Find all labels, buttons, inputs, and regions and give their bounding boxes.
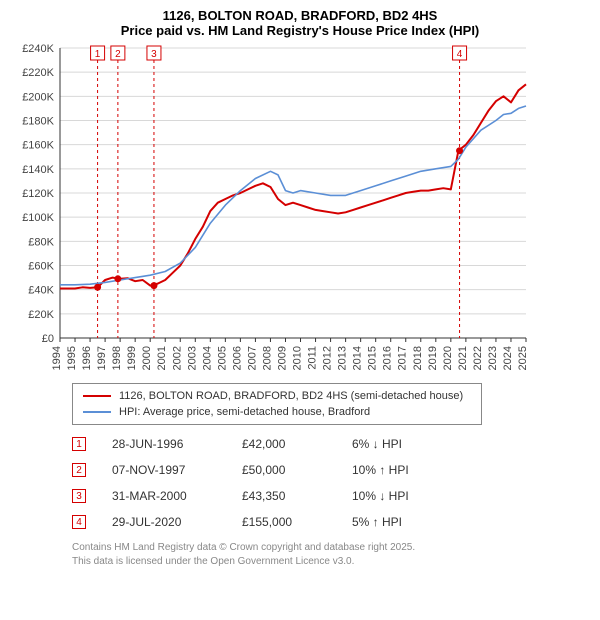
svg-text:4: 4 (457, 49, 463, 60)
svg-text:2017: 2017 (397, 346, 409, 370)
svg-text:2021: 2021 (457, 346, 469, 370)
svg-text:2024: 2024 (502, 346, 514, 370)
svg-text:2022: 2022 (472, 346, 484, 370)
svg-text:£140K: £140K (22, 164, 54, 176)
chart-plot: £0 £20K £40K £60K £80K £100K £120K £140K £160K £1… (12, 42, 588, 377)
legend-swatch (83, 395, 111, 398)
event-pct: 6% ↓ HPI (352, 437, 472, 451)
svg-text:2005: 2005 (216, 346, 228, 370)
title-address: 1126, BOLTON ROAD, BRADFORD, BD2 4HS (12, 8, 588, 23)
chart-svg: £0 £20K £40K £60K £80K £100K £120K £140K £160K £1… (12, 42, 532, 372)
svg-text:2002: 2002 (171, 346, 183, 370)
svg-text:2009: 2009 (276, 346, 288, 370)
footer-line: This data is licensed under the Open Gov… (72, 555, 588, 569)
svg-text:2: 2 (115, 49, 121, 60)
svg-text:£80K: £80K (28, 236, 54, 248)
svg-text:1994: 1994 (51, 346, 63, 370)
event-row: 2 07-NOV-1997£50,00010% ↑ HPI (72, 457, 532, 483)
legend-label: HPI: Average price, semi-detached house,… (119, 406, 370, 418)
svg-text:3: 3 (151, 49, 157, 60)
svg-text:2025: 2025 (517, 346, 529, 370)
events-table: 128-JUN-1996£42,0006% ↓ HPI207-NOV-1997£… (72, 431, 532, 535)
svg-text:2020: 2020 (442, 346, 454, 370)
svg-text:£0: £0 (42, 333, 54, 345)
event-row: 4 29-JUL-2020£155,0005% ↑ HPI (72, 509, 532, 535)
svg-text:1999: 1999 (126, 346, 138, 370)
event-pct: 10% ↑ HPI (352, 463, 472, 477)
event-row: 1 28-JUN-1996£42,0006% ↓ HPI (72, 431, 532, 457)
svg-text:2001: 2001 (156, 346, 168, 370)
svg-text:2004: 2004 (201, 346, 213, 370)
svg-text:£200K: £200K (22, 91, 54, 103)
svg-text:£180K: £180K (22, 116, 54, 128)
chart-title: 1126, BOLTON ROAD, BRADFORD, BD2 4HS Pri… (12, 8, 588, 38)
event-price: £155,000 (242, 515, 352, 529)
svg-text:£160K: £160K (22, 140, 54, 152)
svg-text:2007: 2007 (246, 346, 258, 370)
event-date: 29-JUL-2020 (112, 515, 242, 529)
svg-text:2006: 2006 (231, 346, 243, 370)
chart-container: 1126, BOLTON ROAD, BRADFORD, BD2 4HS Pri… (0, 0, 600, 620)
svg-text:£100K: £100K (22, 212, 54, 224)
svg-text:2018: 2018 (412, 346, 424, 370)
svg-text:2011: 2011 (307, 346, 319, 370)
svg-text:2012: 2012 (322, 346, 334, 370)
svg-text:£120K: £120K (22, 188, 54, 200)
svg-text:2023: 2023 (487, 346, 499, 370)
legend-item: 1126, BOLTON ROAD, BRADFORD, BD2 4HS (se… (83, 388, 471, 404)
event-price: £42,000 (242, 437, 352, 451)
event-row: 3 31-MAR-2000£43,35010% ↓ HPI (72, 483, 532, 509)
event-pct: 5% ↑ HPI (352, 515, 472, 529)
footer-line: Contains HM Land Registry data © Crown c… (72, 541, 588, 555)
legend-label: 1126, BOLTON ROAD, BRADFORD, BD2 4HS (se… (119, 390, 463, 402)
svg-text:2008: 2008 (261, 346, 273, 370)
footer-attribution: Contains HM Land Registry data © Crown c… (72, 541, 588, 568)
event-marker: 3 (72, 489, 86, 503)
title-subtitle: Price paid vs. HM Land Registry's House … (12, 23, 588, 38)
event-date: 07-NOV-1997 (112, 463, 242, 477)
event-date: 31-MAR-2000 (112, 489, 242, 503)
svg-text:1998: 1998 (111, 346, 123, 370)
svg-text:1: 1 (95, 49, 101, 60)
svg-text:2019: 2019 (427, 346, 439, 370)
svg-text:2013: 2013 (337, 346, 349, 370)
event-marker: 2 (72, 463, 86, 477)
event-date: 28-JUN-1996 (112, 437, 242, 451)
svg-text:£20K: £20K (28, 309, 54, 321)
svg-text:1995: 1995 (66, 346, 78, 370)
svg-text:2016: 2016 (382, 346, 394, 370)
svg-text:£60K: £60K (28, 261, 54, 273)
svg-text:2010: 2010 (292, 346, 304, 370)
event-price: £43,350 (242, 489, 352, 503)
svg-text:2003: 2003 (186, 346, 198, 370)
svg-text:£240K: £240K (22, 43, 54, 55)
event-marker: 1 (72, 437, 86, 451)
svg-text:2000: 2000 (141, 346, 153, 370)
event-pct: 10% ↓ HPI (352, 489, 472, 503)
svg-text:1997: 1997 (96, 346, 108, 370)
svg-text:2014: 2014 (352, 346, 364, 370)
svg-text:1996: 1996 (81, 346, 93, 370)
svg-text:£40K: £40K (28, 285, 54, 297)
svg-text:£220K: £220K (22, 67, 54, 79)
event-marker: 4 (72, 515, 86, 529)
event-price: £50,000 (242, 463, 352, 477)
legend-swatch (83, 411, 111, 413)
svg-text:2015: 2015 (367, 346, 379, 370)
legend: 1126, BOLTON ROAD, BRADFORD, BD2 4HS (se… (72, 383, 482, 425)
legend-item: HPI: Average price, semi-detached house,… (83, 404, 471, 420)
